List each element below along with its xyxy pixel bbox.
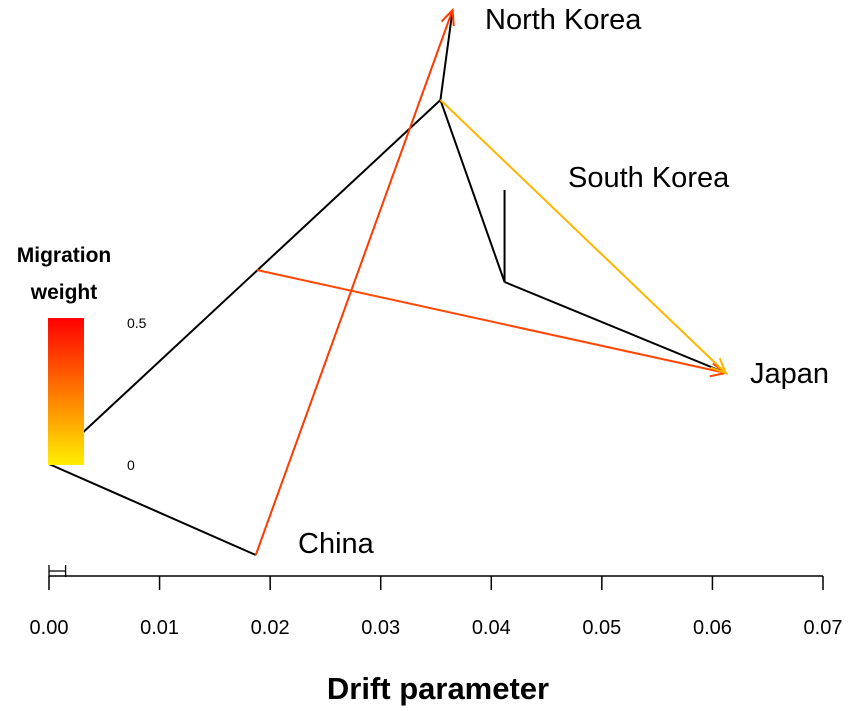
x-axis: 0.00 0.01 0.02 0.03 0.04 0.05 0.06 0.07 Drift p… [30, 565, 843, 706]
x-axis-ticks: 0.00 0.01 0.02 0.03 0.04 0.05 0.06 0.07 [30, 576, 843, 639]
x-axis-title: Drift parameter [327, 671, 549, 706]
migration-edge-n2-to-japan [439, 99, 727, 374]
migration-edge-n1-to-japan [256, 269, 726, 374]
x-tick-label: 0.07 [804, 617, 843, 639]
legend-color-bar [48, 318, 84, 465]
migration-edge-china-to-north-korea [254, 9, 454, 556]
population-label-north-korea: North Korea [485, 4, 642, 36]
tree-edge-root-china [48, 463, 257, 556]
population-label-china: China [298, 528, 375, 560]
x-tick-label: 0.05 [582, 617, 621, 639]
legend-title-line2: weight [30, 281, 98, 304]
x-tick-label: 0.04 [472, 617, 511, 639]
legend-min-label: 0 [127, 457, 135, 473]
legend: Migration weight 0.5 0 [17, 244, 147, 473]
population-label-japan: Japan [750, 358, 829, 390]
tree-edge-n2-north-korea [439, 9, 454, 101]
legend-title-line1: Migration [17, 244, 112, 267]
x-tick-label: 0.03 [361, 617, 400, 639]
tree-edges [48, 9, 727, 556]
x-tick-label: 0.01 [140, 617, 179, 639]
tree-edge-root-n2 [48, 99, 442, 465]
migration-edge-n2-to-japan-arrowhead [710, 357, 728, 375]
migration-edges [254, 7, 729, 556]
population-labels: North Korea South Korea Japan China [298, 4, 829, 560]
x-tick-label: 0.06 [693, 617, 732, 639]
x-tick-label: 0.00 [30, 617, 69, 639]
legend-max-label: 0.5 [127, 315, 147, 331]
tree-edge-n2-n3 [439, 99, 506, 283]
tree-edge-n3-japan [504, 281, 727, 374]
population-label-south-korea: South Korea [568, 162, 730, 194]
standard-error-bar [48, 565, 67, 577]
x-tick-label: 0.02 [251, 617, 290, 639]
migration-edge-china-to-north-korea-arrowhead [440, 7, 455, 27]
